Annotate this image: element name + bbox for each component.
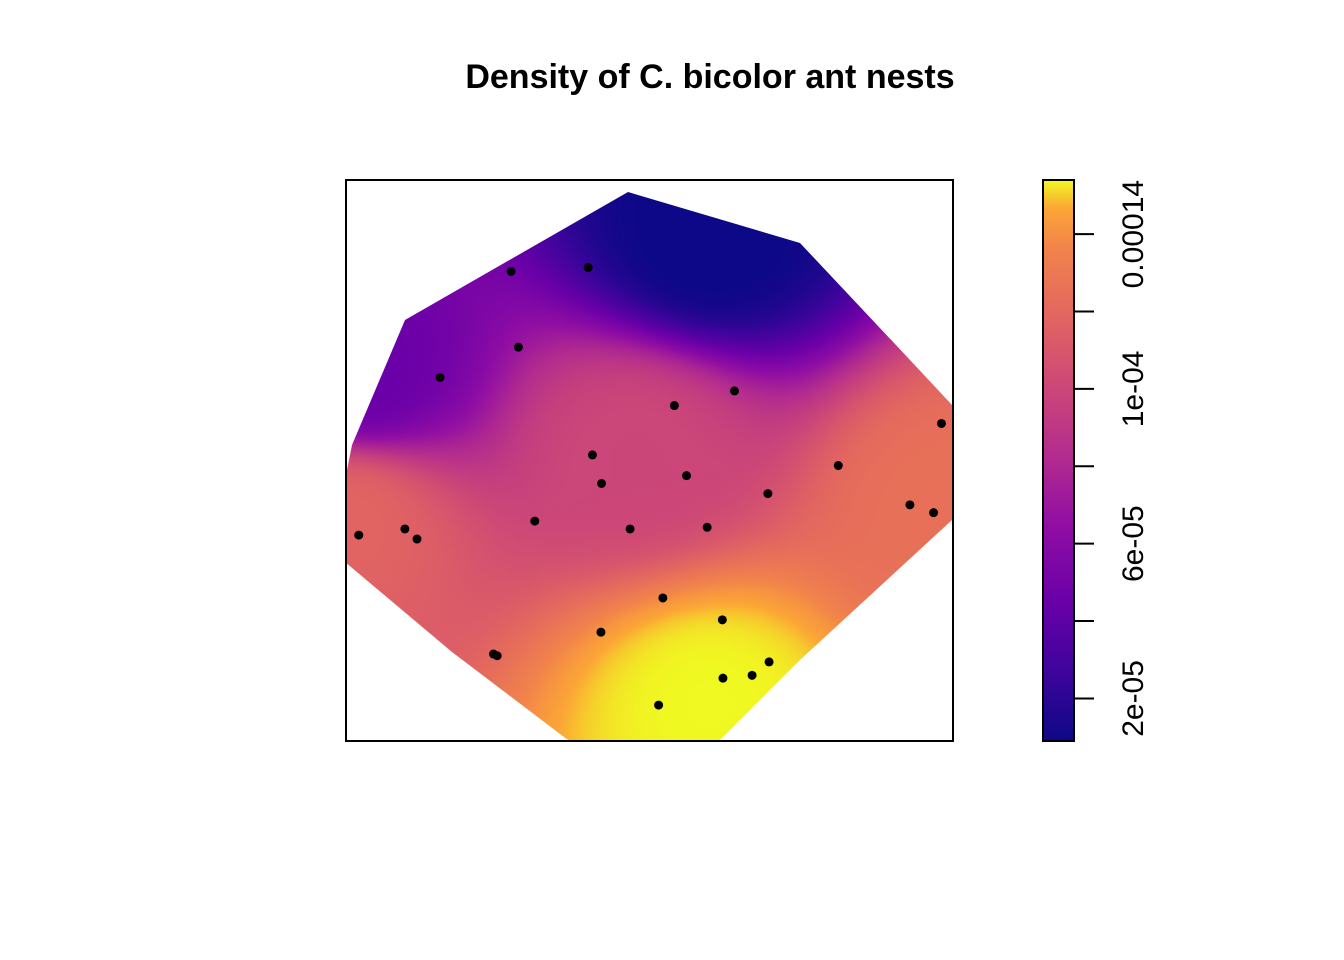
nest-point [658,593,668,603]
nest-point [654,700,664,710]
density-field [345,192,952,740]
nest-point [597,479,607,489]
nest-point [354,530,364,540]
nest-point [702,522,712,532]
colorbar-tick-label: 0.00014 [1117,180,1150,288]
nest-point [747,670,757,680]
colorbar-tick-label: 6e-05 [1117,505,1150,582]
nest-point [905,500,915,510]
nest-point [833,461,843,471]
colorbar-tick-label: 1e-04 [1117,351,1150,428]
nest-point [718,673,728,683]
nest-point [929,508,939,518]
colorbar-axis: 2e-05 6e-05 1e-04 0.00014 [1074,180,1150,737]
nest-point [400,524,410,534]
nest-point [530,516,540,526]
nest-point [587,450,597,460]
nest-points [354,263,946,710]
nest-point [764,657,774,667]
nest-point [625,524,635,534]
nest-point [435,372,445,382]
colorbar [1042,179,1075,742]
nest-point [717,615,727,625]
nest-point [763,489,773,499]
nest-point [596,627,606,637]
nest-point [669,401,679,411]
nest-point [729,386,739,396]
density-raster [345,192,952,740]
nest-point [936,418,946,428]
nest-point [682,471,692,481]
nest-point [412,534,422,544]
nest-point [513,342,523,352]
nest-point [506,266,516,276]
colorbar-tick-label: 2e-05 [1117,660,1150,737]
nest-point [583,263,593,273]
nest-point [492,651,502,661]
plot-frame [345,179,954,742]
chart-title: Density of C. bicolor ant nests [465,58,955,96]
